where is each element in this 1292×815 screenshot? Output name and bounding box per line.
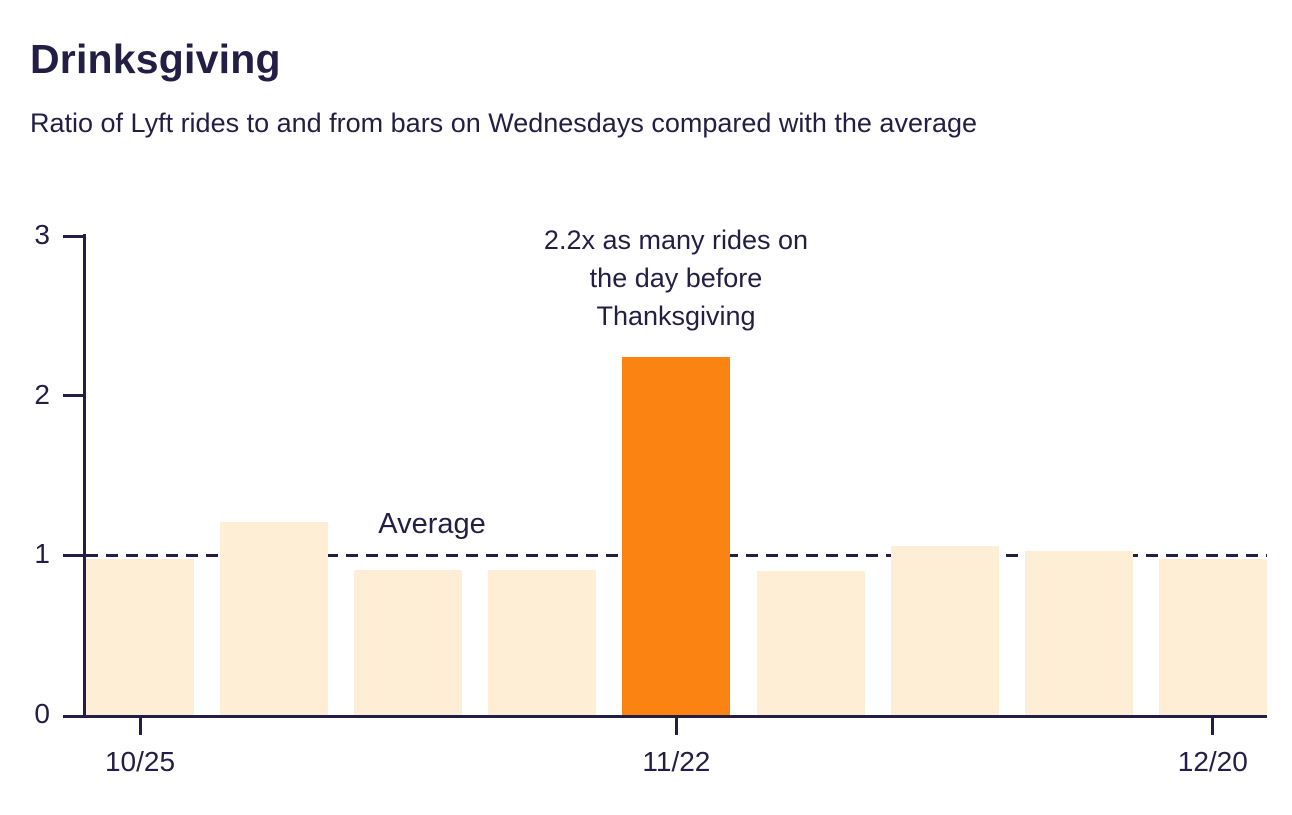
bar: [220, 521, 329, 715]
y-axis-tick: [63, 234, 83, 238]
chart-title: Drinksgiving: [30, 36, 281, 82]
y-axis-tick-label: 1: [34, 538, 50, 570]
x-axis-tick: [1211, 718, 1215, 735]
y-axis-tick-label: 2: [34, 378, 50, 410]
bar: [488, 569, 597, 715]
bar-highlighted: [622, 357, 731, 715]
chart-subtitle: Ratio of Lyft rides to and from bars on …: [30, 108, 978, 138]
bar: [1158, 558, 1267, 715]
plot-area: Average 0 1 2 3 10/25 11/22 12/20: [34, 219, 1267, 777]
x-axis-tick-label: 12/20: [1177, 746, 1248, 777]
bar: [756, 571, 865, 715]
y-axis-tick-label: 0: [34, 698, 50, 729]
bar: [1024, 550, 1133, 715]
bar: [354, 569, 463, 715]
x-axis-tick: [138, 718, 142, 735]
x-axis-tick-label: 10/25: [104, 746, 176, 777]
x-axis-line: [63, 715, 1267, 718]
bar-annotation: 2.2x as many rides on the day before Tha…: [466, 221, 886, 335]
bar: [86, 558, 194, 715]
bar-annotation-line-2: the day before: [589, 263, 763, 293]
y-axis-line: [83, 234, 86, 715]
bar-annotation-line-1: 2.2x as many rides on: [543, 225, 809, 255]
x-axis-tick: [674, 718, 678, 735]
bar-annotation-line-3: Thanksgiving: [596, 301, 756, 331]
bar: [890, 545, 999, 715]
average-line-label: Average: [378, 508, 486, 540]
x-axis-tick-label: 11/22: [642, 746, 711, 777]
y-axis-tick-label: 3: [34, 219, 50, 250]
y-axis-tick: [63, 553, 83, 557]
y-axis-tick: [63, 394, 83, 398]
